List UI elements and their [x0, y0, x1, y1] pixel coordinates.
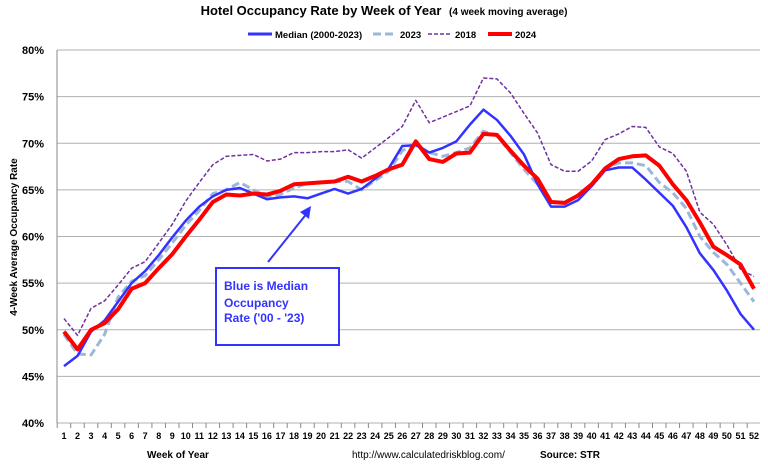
x-tick-label: 34	[505, 431, 515, 441]
x-tick-label: 37	[546, 431, 556, 441]
source-url: http://www.calculatedriskblog.com/	[352, 450, 505, 461]
x-axis-label: Week of Year	[147, 450, 209, 461]
x-tick-label: 51	[735, 431, 745, 441]
x-tick-label: 44	[641, 431, 651, 441]
series-line-2018	[63, 77, 755, 337]
legend: Median (2000-2023) 2023 2018 2024	[248, 30, 537, 41]
legend-label: 2023	[400, 30, 421, 41]
x-tick-label: 21	[330, 431, 340, 441]
x-tick-label: 42	[614, 431, 624, 441]
annotation: Blue is Median Occupancy Rate ('00 - '23…	[215, 206, 340, 346]
annotation-line-3: Rate ('00 - '23)	[224, 311, 304, 325]
series-line-2023	[62, 129, 756, 357]
x-tick-label: 20	[316, 431, 326, 441]
x-tick-label: 24	[370, 431, 380, 441]
x-tick-label: 19	[303, 431, 313, 441]
x-tick-label: 15	[248, 431, 258, 441]
x-tick-label: 23	[357, 431, 367, 441]
x-tick-label: 36	[533, 431, 543, 441]
annotation-arrow	[267, 211, 309, 263]
x-tick-label: 50	[722, 431, 732, 441]
y-tick-label: 80%	[22, 45, 44, 57]
x-tick-label: 18	[289, 431, 299, 441]
y-tick-label: 50%	[22, 325, 44, 337]
source-label: Source: STR	[540, 450, 601, 461]
y-tick-label: 60%	[22, 232, 44, 244]
x-tick-label: 33	[492, 431, 502, 441]
gridlines	[56, 49, 760, 424]
x-tick-label: 35	[519, 431, 529, 441]
x-tick-label: 25	[384, 431, 394, 441]
x-tick-label: 46	[668, 431, 678, 441]
x-tick-label: 41	[600, 431, 610, 441]
x-tick-label: 30	[451, 431, 461, 441]
x-tick-label: 49	[708, 431, 718, 441]
x-tick-label: 2	[75, 431, 80, 441]
x-tick-label: 38	[560, 431, 570, 441]
x-tick-label: 40	[587, 431, 597, 441]
annotation-line-2: Occupancy	[224, 296, 289, 310]
x-tick-label: 16	[262, 431, 272, 441]
x-tick-label: 48	[695, 431, 705, 441]
x-tick-label: 28	[424, 431, 434, 441]
x-tick-label: 26	[397, 431, 407, 441]
chart-title: Hotel Occupancy Rate by Week of Year (4 …	[201, 3, 568, 18]
arrow-head-icon	[300, 206, 311, 219]
x-tick-label: 22	[343, 431, 353, 441]
x-tick-label: 11	[195, 431, 205, 441]
x-tick-label: 52	[749, 431, 759, 441]
x-tick-label: 12	[208, 431, 218, 441]
x-tick-label: 27	[411, 431, 421, 441]
x-tick-label: 9	[170, 431, 175, 441]
x-tick-label: 32	[478, 431, 488, 441]
annotation-box	[215, 267, 340, 346]
legend-label: Median (2000-2023)	[275, 30, 362, 41]
y-tick-label: 45%	[22, 371, 44, 383]
y-tick-label: 75%	[22, 92, 44, 104]
x-tick-label: 13	[221, 431, 231, 441]
x-tick-label: 45	[654, 431, 664, 441]
x-tick-label: 10	[181, 431, 191, 441]
y-tick-label: 55%	[22, 278, 44, 290]
y-tick-label: 70%	[22, 138, 44, 150]
x-tick-label: 8	[156, 431, 161, 441]
x-tick-label: 6	[129, 431, 134, 441]
x-tick-label: 31	[465, 431, 475, 441]
x-tick-label: 7	[143, 431, 148, 441]
x-tick-label: 29	[438, 431, 448, 441]
series-lines	[62, 77, 756, 368]
y-tick-label: 40%	[22, 418, 44, 430]
legend-label: 2018	[455, 30, 476, 41]
x-tick-label: 5	[116, 431, 121, 441]
annotation-line-1: Blue is Median	[224, 279, 308, 293]
series-line-2024	[62, 131, 756, 352]
x-tick-label: 39	[573, 431, 583, 441]
x-tick-label: 17	[275, 431, 285, 441]
series-line-median	[63, 108, 755, 368]
legend-label: 2024	[515, 30, 537, 41]
x-tick-label: 4	[102, 431, 107, 441]
x-tick-label: 1	[61, 431, 66, 441]
x-tick-label: 14	[235, 431, 245, 441]
x-tick-label: 47	[681, 431, 691, 441]
y-tick-label: 65%	[22, 185, 44, 197]
y-axis-label: 4-Week Average Occupancy Rate	[9, 158, 20, 316]
y-axis-ticks: 40% 45% 50% 55% 60% 65% 70% 75% 80%	[22, 45, 44, 430]
x-tick-label: 43	[627, 431, 637, 441]
x-tick-label: 3	[89, 431, 94, 441]
x-axis-ticks: 1 2 3 4 5 6 7 8 9 10 11 12 13 14 15 16 17 18 19 20 21 22 23 24 2…	[56, 423, 759, 441]
